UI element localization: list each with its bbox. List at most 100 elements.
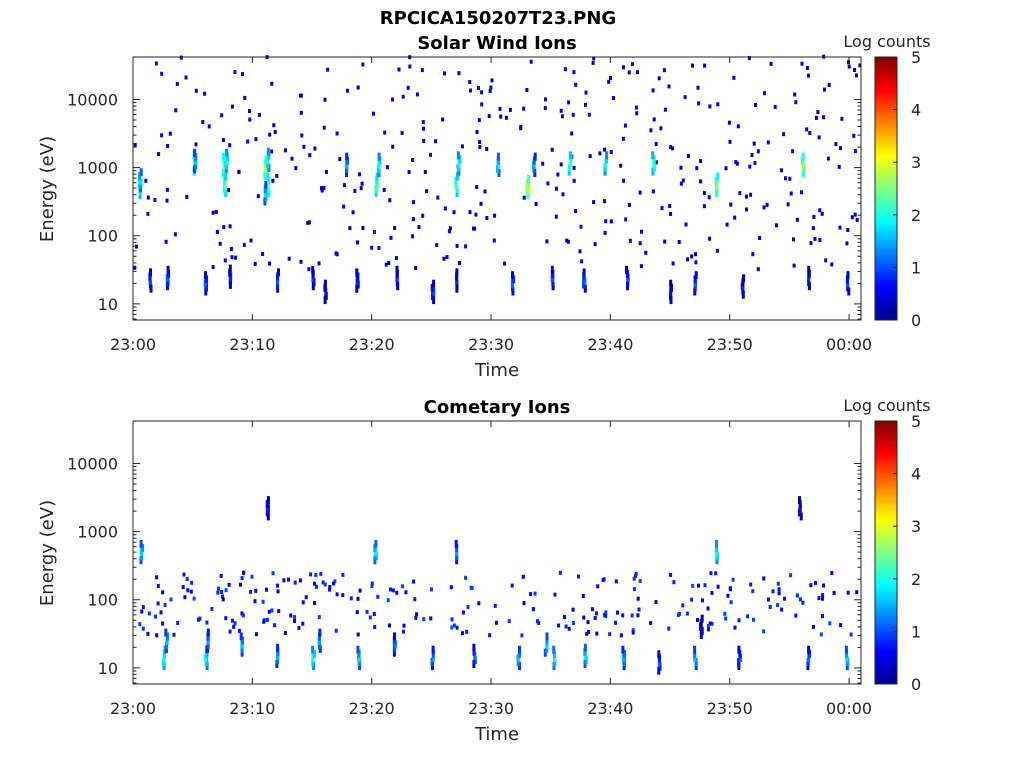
heatmap-cell	[169, 597, 173, 602]
heatmap-cell	[422, 138, 426, 143]
heatmap-cell	[240, 648, 244, 657]
heatmap-cell	[395, 590, 399, 595]
heatmap-cell	[249, 589, 253, 594]
heatmap-cell	[402, 623, 406, 628]
heatmap-cell	[657, 76, 661, 81]
heatmap-cell	[229, 247, 233, 251]
heatmap-cell	[355, 268, 359, 277]
heatmap-cell	[845, 649, 849, 658]
heatmap-cell	[270, 81, 274, 86]
heatmap-cell	[526, 191, 530, 200]
heatmap-cell	[421, 120, 425, 125]
heatmap-cell	[557, 623, 561, 628]
colorbar: Log counts 0 1 2 3 4 5	[843, 396, 930, 694]
heatmap-cell	[526, 187, 530, 195]
heatmap-cell	[821, 614, 824, 619]
heatmap-cell	[277, 268, 280, 277]
heatmap-cell	[267, 609, 271, 614]
heatmap-cell	[847, 60, 850, 65]
heatmap-cell	[827, 83, 831, 87]
heatmap-cell	[420, 68, 424, 73]
heatmap-cell	[275, 660, 279, 669]
heatmap-cell	[267, 504, 270, 513]
heatmap-cell	[488, 633, 492, 638]
heatmap-cell	[663, 239, 667, 244]
heatmap-cell	[699, 159, 703, 164]
heatmap-cell	[578, 249, 582, 254]
heatmap-cell	[356, 632, 360, 637]
heatmap-cell	[752, 617, 755, 622]
heatmap-cell	[732, 75, 736, 80]
heatmap-cell	[271, 571, 275, 576]
heatmap-cell	[733, 215, 737, 220]
heatmap-cell	[240, 644, 244, 653]
heatmap-cell	[694, 662, 698, 671]
heatmap-cell	[699, 631, 703, 639]
heatmap-cell	[277, 609, 281, 614]
heatmap-cell	[239, 632, 243, 641]
heatmap-cell	[846, 658, 850, 666]
heatmap-cell	[795, 217, 799, 222]
heatmap-cell	[818, 238, 822, 243]
heatmap-cell	[690, 254, 694, 259]
heatmap-cell	[388, 198, 392, 203]
heatmap-cell	[714, 176, 718, 185]
heatmap-cell	[776, 581, 780, 586]
heatmap-cell	[858, 63, 862, 68]
heatmap-cell	[412, 579, 416, 584]
heatmap-cell	[334, 628, 338, 633]
heatmap-cell	[332, 581, 336, 586]
heatmap-cell	[323, 97, 327, 102]
heatmap-cell	[248, 109, 251, 113]
heatmap-cell	[801, 152, 805, 161]
heatmap-cell	[654, 160, 658, 165]
heatmap-cell	[317, 615, 321, 620]
heatmap-cell	[604, 219, 608, 224]
heatmap-cell	[699, 618, 703, 627]
heatmap-cell	[411, 158, 415, 162]
colorbar-tick-label: 2	[911, 570, 921, 589]
heatmap-cell	[822, 115, 826, 120]
heatmap-cell	[766, 597, 770, 602]
heatmap-cell	[203, 91, 207, 96]
heatmap-cell	[671, 261, 675, 266]
heatmap-cell	[194, 142, 198, 147]
heatmap-cell	[205, 275, 209, 284]
heatmap-cell	[669, 287, 673, 296]
heatmap-cell	[163, 653, 166, 662]
heatmap-cell	[696, 618, 699, 622]
heatmap-cell	[708, 621, 712, 626]
heatmap-cell	[341, 572, 345, 577]
heatmap-cell	[299, 110, 303, 115]
heatmap-cell	[652, 159, 656, 168]
heatmap-cell	[693, 283, 697, 292]
heatmap-cell	[307, 267, 311, 272]
heatmap-cell	[627, 202, 631, 207]
heatmap-cell	[559, 162, 563, 167]
heatmap-cell	[228, 629, 232, 634]
heatmap-cell	[404, 590, 408, 595]
heatmap-cell	[749, 192, 753, 197]
heatmap-cell	[726, 593, 730, 598]
heatmap-cell	[563, 615, 566, 619]
heatmap-cell	[219, 573, 223, 578]
heatmap-cell	[220, 113, 224, 118]
heatmap-cell	[222, 225, 226, 230]
heatmap-cell	[311, 658, 315, 666]
heatmap-cell	[569, 155, 573, 164]
heatmap-cell	[282, 578, 286, 583]
heatmap-cell	[206, 636, 210, 645]
heatmap-cell	[474, 212, 478, 217]
heatmap-cell	[144, 178, 148, 183]
heatmap-cell	[293, 619, 296, 623]
heatmap-cell	[752, 141, 756, 146]
heatmap-cell	[845, 241, 849, 246]
heatmap-cell	[737, 658, 741, 666]
heatmap-cell	[533, 152, 537, 161]
heatmap-cell	[193, 148, 197, 157]
heatmap-cell	[224, 616, 228, 621]
heatmap-cell	[293, 615, 297, 620]
heatmap-cell	[312, 278, 316, 287]
heatmap-cell	[225, 152, 229, 161]
